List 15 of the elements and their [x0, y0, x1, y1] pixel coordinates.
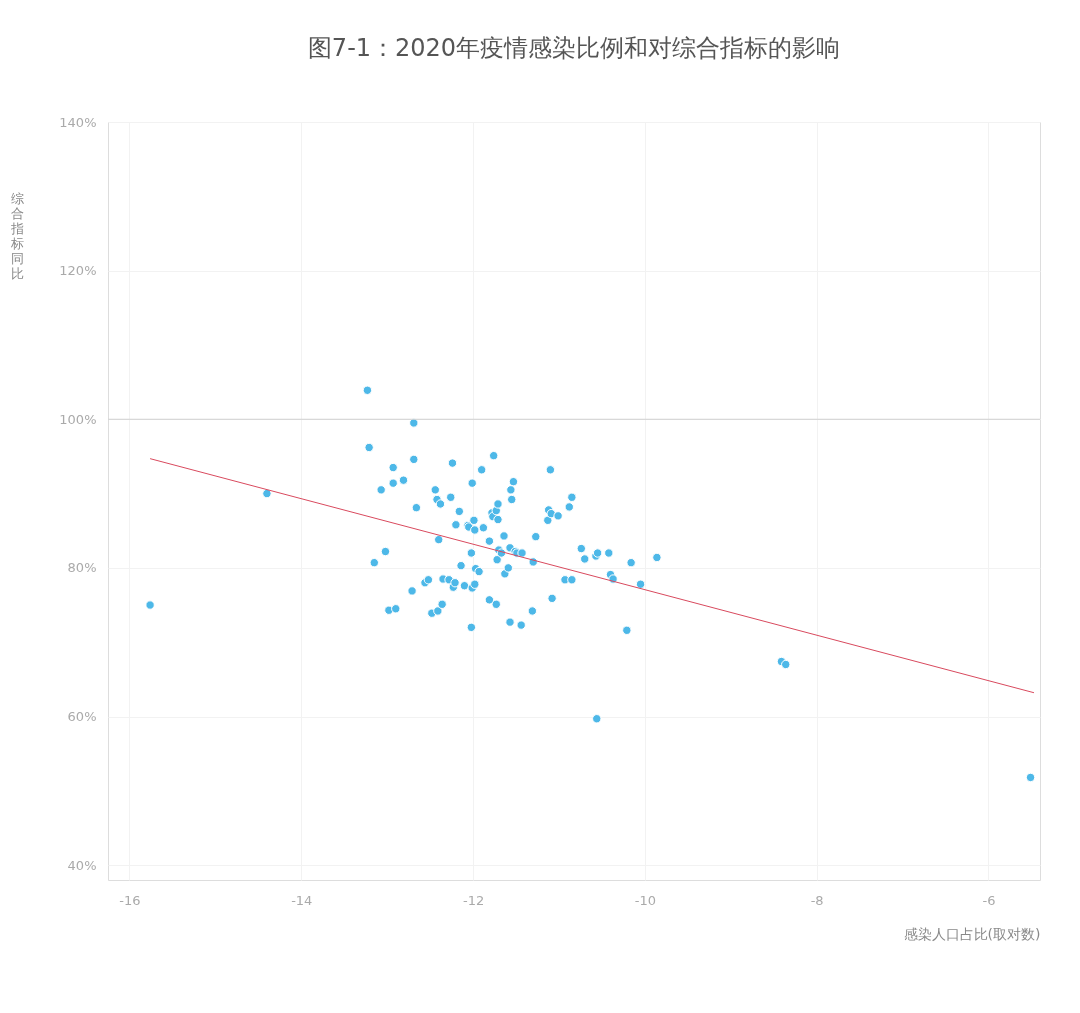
chart-title: 图7-1：2020年疫情感染比例和对综合指标的影响	[307, 34, 841, 62]
x-tick-label: -12	[462, 892, 485, 908]
y-tick-label: 80%	[67, 560, 97, 576]
y-tick-label: 120%	[59, 263, 97, 279]
x-tick-label: -6	[982, 892, 996, 908]
y-tick-label: 60%	[67, 709, 97, 725]
y-tick-label: 140%	[59, 114, 97, 130]
x-tick-label: -16	[119, 892, 141, 908]
x-axis-title: 感染人口占比(取对数)	[903, 925, 1041, 942]
y-tick-label: 100%	[59, 411, 97, 427]
y-tick-label: 40%	[67, 857, 97, 873]
x-tick-label: -8	[810, 892, 824, 908]
y-axis-title: 综合指标同比	[9, 190, 24, 281]
x-tick-label: -14	[291, 892, 313, 908]
x-tick-label: -10	[634, 892, 656, 908]
